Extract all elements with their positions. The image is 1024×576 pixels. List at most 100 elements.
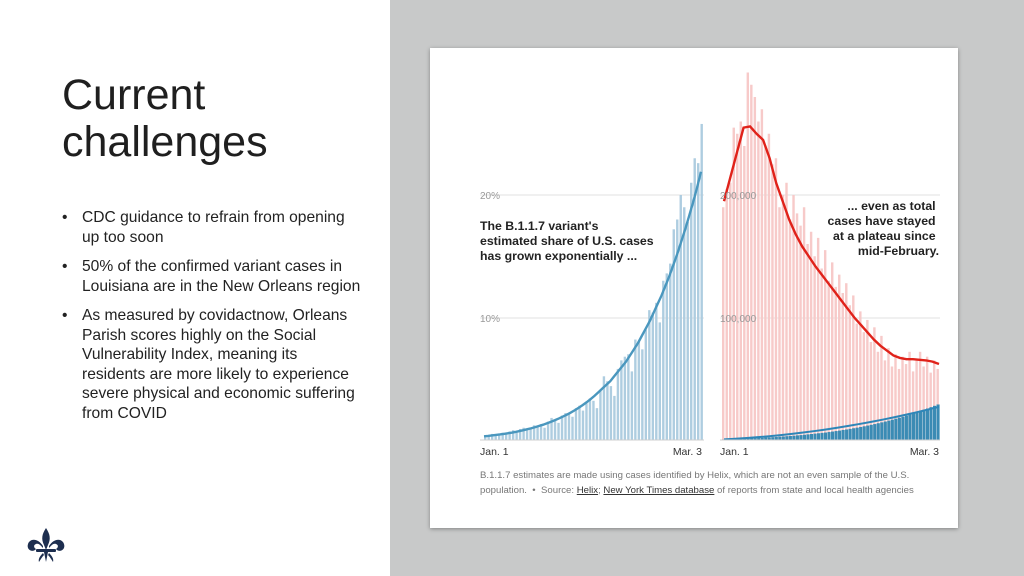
right-bar-31 (831, 262, 834, 441)
left-bar-15 (536, 426, 539, 440)
left-bar-13 (529, 428, 532, 441)
left-bar-45 (641, 349, 644, 440)
left-title-line-1: The B.1.1.7 variant's (480, 219, 599, 233)
caption-separator: ; (598, 485, 601, 496)
right-bar-32 (834, 286, 837, 441)
right-variant-bar-55 (915, 412, 919, 440)
slide-title: Current challenges (62, 71, 268, 166)
right-chart-title: ... even as total cases have stayed at a… (828, 199, 939, 258)
left-bar-19 (550, 417, 553, 440)
left-bar-46 (644, 329, 648, 440)
right-variant-bar-29 (823, 432, 828, 440)
right-bar-6 (743, 146, 746, 440)
left-bar-60 (693, 158, 696, 440)
right-bar-55 (915, 359, 918, 440)
caption-line-1: B.1.1.7 estimates are made using cases i… (480, 470, 910, 481)
right-bar-58 (925, 356, 929, 440)
right-variant-bar-44 (876, 423, 880, 440)
right-bar-39 (859, 311, 862, 441)
right-bar-42 (869, 342, 873, 440)
chart-figure: 20% 10% Jan. 1 Mar. 3 The B.1.1.7 varian… (430, 48, 958, 528)
right-variant-bar-33 (838, 430, 842, 440)
helix-link[interactable]: Helix (576, 485, 599, 496)
right-bar-27 (816, 237, 820, 441)
right-variant-bar-17 (781, 436, 785, 440)
right-bar-44 (876, 351, 880, 440)
right-bar-16 (778, 207, 781, 440)
right-variant-bar-26 (813, 433, 817, 440)
right-bar-29 (823, 250, 827, 441)
right-variant-bar-38 (855, 427, 859, 440)
right-bar-41 (866, 319, 869, 440)
left-bar-25 (571, 416, 574, 440)
left-bar-51 (662, 280, 665, 440)
right-bar-50 (897, 368, 901, 440)
right-bar-2 (729, 182, 732, 440)
left-title-line-3: has grown exponentially ... (480, 249, 637, 263)
right-variant-bar-52 (904, 415, 908, 440)
right-bar-1 (725, 188, 728, 441)
left-trend-line (483, 171, 703, 438)
left-chart-title: The B.1.1.7 variant's estimated share of… (480, 219, 657, 263)
right-variant-bar-37 (852, 428, 856, 440)
right-variant-bar-31 (831, 431, 835, 440)
left-bar-17 (543, 427, 546, 440)
right-variant-bar-22 (799, 435, 803, 440)
left-bar-9 (515, 432, 518, 440)
nyt-database-link[interactable]: New York Times database (603, 485, 715, 496)
left-bar-44 (637, 342, 641, 440)
right-variant-bar-21 (795, 435, 799, 441)
right-bar-52 (904, 364, 908, 440)
right-variant-bar-9 (753, 438, 757, 440)
left-bar-11 (522, 427, 525, 440)
left-x-end-label: Mar. 3 (673, 446, 702, 458)
bullet-cdc-guidance: CDC guidance to refrain from opening up … (62, 208, 362, 247)
right-variant-bar-10 (757, 438, 761, 440)
right-variant-bar-15 (774, 436, 778, 440)
right-variant-bar-49 (894, 418, 898, 440)
right-variant-bar-35 (845, 429, 849, 440)
bullet-list: CDC guidance to refrain from opening up … (62, 208, 362, 433)
left-bar-43 (634, 339, 637, 440)
right-x-start-label: Jan. 1 (720, 446, 749, 458)
right-variant-bar-47 (887, 420, 891, 440)
right-bar-18 (785, 182, 788, 440)
left-ytick-10: 10% (480, 314, 500, 325)
caption-line-2: population. • Source: Helix; New York Ti… (480, 483, 940, 498)
right-bar-37 (852, 295, 855, 440)
left-bars (484, 123, 703, 441)
charts-svg: 20% 10% Jan. 1 Mar. 3 The B.1.1.7 varian… (480, 72, 940, 458)
right-bar-35 (845, 283, 848, 440)
right-bar-20 (792, 195, 795, 440)
right-variant-bar-41 (866, 425, 870, 441)
right-bar-53 (908, 351, 911, 440)
caption-dot: • (532, 485, 536, 496)
right-bar-49 (894, 354, 897, 440)
right-variant-bar-14 (771, 437, 775, 440)
right-variant-bar-59 (929, 407, 933, 440)
figure-caption: B.1.1.7 estimates are made using cases i… (480, 468, 940, 498)
left-title-line-2: estimated share of U.S. cases (480, 234, 654, 248)
caption-population: population. (480, 485, 527, 496)
left-bar-20 (553, 420, 557, 440)
left-bar-0 (484, 436, 487, 440)
right-variant-bar-19 (788, 435, 792, 440)
left-bar-56 (679, 195, 682, 440)
right-title-line-4: mid-February. (858, 244, 939, 258)
right-bar-60 (932, 360, 936, 441)
left-bar-26 (574, 408, 578, 440)
left-bar-57 (683, 207, 686, 440)
right-variant-bar-23 (802, 434, 806, 440)
right-bar-38 (855, 323, 859, 441)
caption-suffix: of reports from state and local health a… (717, 485, 914, 496)
right-variant-bar-32 (834, 431, 838, 440)
left-bar-48 (651, 312, 655, 440)
fleur-de-lis-icon (24, 526, 68, 566)
left-bar-31 (592, 400, 595, 440)
right-x-end-label: Mar. 3 (910, 446, 939, 458)
right-bar-54 (911, 371, 915, 440)
right-bar-51 (901, 356, 904, 440)
right-bar-21 (795, 213, 799, 441)
right-variant-bar-45 (880, 422, 884, 440)
left-bar-30 (588, 398, 592, 440)
